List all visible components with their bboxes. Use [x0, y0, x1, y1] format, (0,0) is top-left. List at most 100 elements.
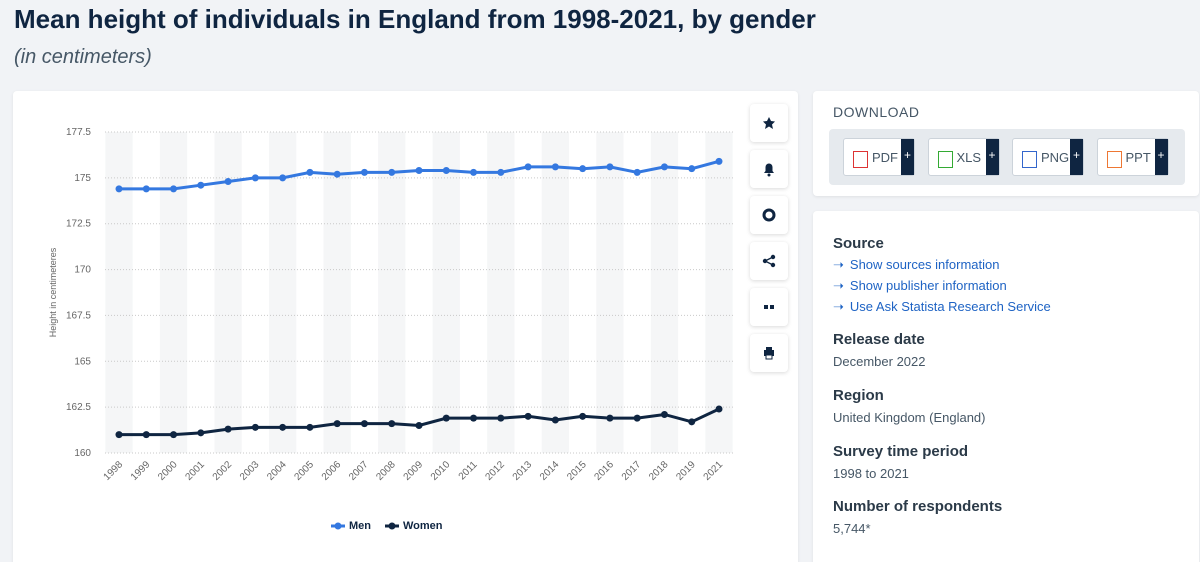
x-tick-label: 2000: [156, 459, 180, 483]
source-link[interactable]: ➝ Use Ask Statista Research Service: [833, 299, 1051, 315]
data-point: [197, 429, 205, 437]
data-point: [715, 157, 723, 165]
detail-item: Region United Kingdom (England): [833, 387, 985, 425]
band-stripe: [269, 132, 297, 453]
band-stripe: [432, 132, 460, 453]
data-point: [251, 174, 259, 182]
plus-button: +: [901, 139, 914, 175]
link-text: Show publisher information: [849, 278, 1007, 293]
legend-dot: [334, 522, 342, 530]
data-point: [497, 414, 505, 422]
detail-label: Region: [833, 387, 884, 404]
data-point: [470, 414, 478, 422]
band-stripe: [105, 132, 133, 453]
x-tick-label: 2013: [511, 459, 535, 483]
arrow-icon: ➝: [833, 257, 844, 272]
y-tick-label: 172.5: [66, 219, 91, 230]
data-point: [715, 405, 723, 413]
x-tick-label: 2001: [183, 459, 207, 483]
detail-value: United Kingdom (England): [833, 410, 986, 425]
x-tick-label: 2008: [374, 459, 398, 483]
data-point: [688, 418, 696, 426]
data-point: [251, 423, 259, 431]
x-tick-label: 2010: [429, 459, 453, 483]
format-label: PPT: [1125, 150, 1151, 165]
source-link[interactable]: ➝ Show sources information: [833, 257, 1051, 273]
download-buttons: PDF + XLS + PNG + PPT +: [829, 129, 1185, 185]
arrow-icon: ➝: [833, 299, 844, 314]
print-button[interactable]: [750, 334, 788, 372]
y-tick-label: 165: [74, 356, 91, 367]
x-tick-label: 2012: [483, 459, 507, 483]
y-tick-label: 170: [74, 265, 91, 276]
data-point: [524, 163, 532, 171]
data-point: [579, 412, 587, 420]
notify-button[interactable]: [750, 150, 788, 188]
x-tick-label: 2021: [702, 459, 726, 483]
legend-dot: [388, 522, 396, 530]
detail-label: Survey time period: [833, 443, 969, 460]
band-stripe: [323, 132, 351, 453]
x-tick-label: 2003: [238, 459, 262, 483]
legend-label: Men: [349, 520, 371, 532]
plus-button: +: [1154, 139, 1168, 175]
data-point: [551, 163, 559, 171]
data-point: [606, 414, 614, 422]
band-stripe: [378, 132, 406, 453]
data-point: [660, 163, 668, 171]
data-point: [142, 431, 150, 439]
data-point: [360, 168, 368, 176]
title: Mean height of individuals in England fr…: [14, 4, 816, 34]
detail-label: Number of respondents: [833, 498, 1003, 515]
x-tick-label: 2014: [538, 459, 562, 483]
data-point: [551, 416, 559, 424]
y-axis-label: Height in centimeteres: [48, 247, 58, 337]
band-stripe: [705, 132, 733, 453]
file-icon: [937, 151, 953, 168]
link-text: Show sources information: [849, 257, 1000, 272]
settings-button[interactable]: [750, 196, 788, 234]
data-point: [360, 420, 368, 428]
data-point: [606, 163, 614, 171]
detail-value: December 2022: [833, 354, 926, 369]
x-tick-label: 2018: [647, 459, 671, 483]
data-point: [415, 167, 423, 175]
detail-item: Release date December 2022: [833, 331, 926, 369]
y-tick-label: 167.5: [66, 310, 91, 321]
series-line: [119, 407, 720, 437]
data-point: [224, 425, 232, 433]
x-tick-label: 2017: [620, 459, 644, 483]
download-title: DOWNLOAD: [833, 104, 920, 120]
x-tick-label: 2005: [293, 459, 317, 483]
x-tick-label: 1999: [129, 459, 153, 483]
data-point: [279, 423, 287, 431]
download-button[interactable]: PNG +: [1012, 138, 1084, 176]
x-tick-label: 2015: [565, 459, 589, 483]
download-button[interactable]: PDF +: [843, 138, 915, 176]
detail-item: Survey time period 1998 to 2021: [833, 443, 968, 481]
source-link[interactable]: ➝ Show publisher information: [833, 278, 1051, 294]
favorite-button[interactable]: [750, 104, 788, 142]
data-point: [306, 168, 314, 176]
details-card: Source ➝ Show sources information ➝ Show pu…: [813, 211, 1199, 562]
arrow-icon: ➝: [833, 278, 844, 293]
detail-value: 1998 to 2021: [833, 466, 909, 481]
band-stripe: [214, 132, 242, 453]
download-card: DOWNLOAD PDF + XLS + PNG + PPT +: [813, 91, 1199, 196]
share-button[interactable]: [750, 242, 788, 280]
x-tick-label: 2007: [347, 459, 371, 483]
band-stripe: [596, 132, 624, 453]
subtitle: (in centimeters): [14, 46, 152, 68]
cite-button[interactable]: [750, 288, 788, 326]
data-point: [115, 185, 123, 193]
data-point: [279, 174, 287, 182]
download-button[interactable]: XLS +: [927, 138, 1000, 176]
y-tick-label: 160: [74, 448, 91, 459]
data-point: [415, 421, 423, 429]
data-point: [170, 431, 178, 439]
data-point: [579, 165, 587, 173]
source-heading: Source: [833, 235, 884, 252]
y-tick-label: 162.5: [66, 402, 91, 413]
x-tick-label: 2011: [457, 459, 480, 482]
download-button[interactable]: PPT +: [1096, 138, 1169, 176]
